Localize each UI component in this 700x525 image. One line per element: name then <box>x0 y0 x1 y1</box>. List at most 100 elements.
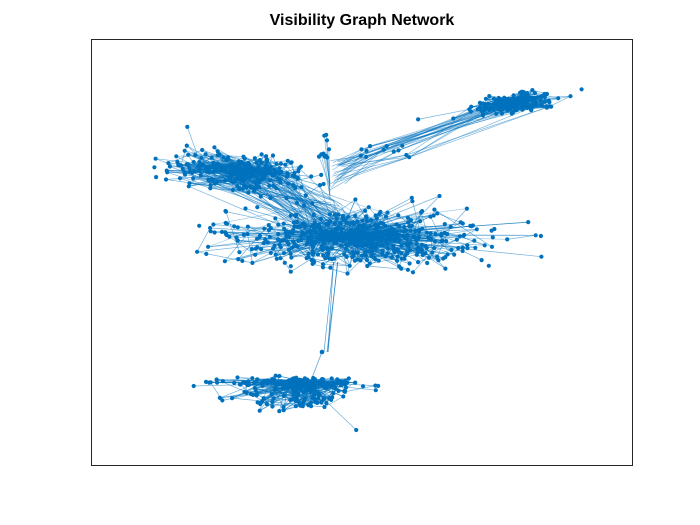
graph-node <box>424 230 429 235</box>
graph-node <box>337 378 342 384</box>
graph-node <box>352 258 357 263</box>
graph-node <box>357 223 362 228</box>
graph-node <box>244 390 249 395</box>
graph-node <box>215 380 220 385</box>
graph-node <box>282 260 287 265</box>
graph-node <box>492 226 497 232</box>
graph-node <box>186 152 191 157</box>
graph-node <box>285 158 290 163</box>
graph-node <box>208 186 213 191</box>
graph-node <box>410 270 416 275</box>
graph-node <box>369 218 374 223</box>
graph-node <box>227 234 232 239</box>
graph-node <box>533 233 538 238</box>
graph-node <box>219 229 225 234</box>
graph-node <box>363 249 368 254</box>
graph-node <box>348 231 353 236</box>
graph-edge <box>507 234 536 240</box>
graph-node <box>364 216 369 221</box>
graph-node <box>302 383 307 389</box>
graph-node <box>325 251 330 256</box>
graph-node <box>253 180 258 185</box>
graph-node <box>311 212 316 217</box>
graph-node <box>185 124 190 129</box>
graph-node <box>241 183 246 188</box>
graph-node <box>384 144 389 149</box>
graph-node <box>524 91 530 96</box>
graph-node <box>284 229 289 234</box>
graph-node <box>353 213 358 218</box>
graph-node <box>206 244 211 249</box>
graph-node <box>236 166 241 171</box>
graph-node <box>371 255 376 260</box>
graph-node <box>387 227 393 233</box>
graph-node <box>408 240 413 245</box>
graph-node <box>414 237 419 242</box>
graph-node <box>336 227 341 232</box>
graph-edge <box>312 254 326 259</box>
graph-node <box>316 396 321 401</box>
graph-node <box>405 267 410 272</box>
graph-edge <box>288 183 314 206</box>
graph-node <box>457 234 462 239</box>
graph-node <box>283 162 288 167</box>
graph-node <box>402 224 407 230</box>
graph-node <box>248 391 253 397</box>
graph-node <box>257 233 262 238</box>
graph-edge <box>416 239 458 256</box>
graph-node <box>500 97 506 102</box>
graph-node <box>321 397 326 402</box>
graph-node <box>404 152 409 158</box>
graph-edge <box>243 163 332 212</box>
graph-node <box>385 241 390 246</box>
graph-node <box>217 395 222 400</box>
graph-node <box>385 210 390 215</box>
graph-node <box>184 143 189 148</box>
graph-node <box>505 237 510 242</box>
graph-node <box>420 226 425 231</box>
graph-node <box>305 240 310 245</box>
graph-node <box>288 269 293 274</box>
graph-node <box>442 222 447 227</box>
graph-node <box>210 178 215 183</box>
graph-node <box>321 253 326 258</box>
graph-node <box>298 387 303 392</box>
graph-edge <box>252 235 341 264</box>
graph-edge <box>409 100 549 158</box>
graph-node <box>246 190 251 195</box>
graph-edge <box>155 158 193 173</box>
graph-node <box>460 245 465 250</box>
graph-node <box>396 148 401 153</box>
graph-node <box>301 231 306 236</box>
graph-edge <box>260 382 311 405</box>
graph-node <box>291 392 296 397</box>
graph-node <box>212 168 217 173</box>
graph-node <box>239 159 244 164</box>
graph-node <box>470 223 475 228</box>
graph-node <box>277 242 282 247</box>
graph-node <box>546 98 551 103</box>
graph-node <box>533 100 538 105</box>
graph-node <box>288 264 293 269</box>
graph-node <box>296 391 301 396</box>
graph-edge <box>462 250 482 261</box>
graph-node <box>343 382 348 387</box>
graph-node <box>232 224 237 229</box>
graph-node <box>288 213 293 218</box>
graph-node <box>407 155 412 160</box>
graph-node <box>364 258 370 263</box>
graph-node <box>520 106 525 111</box>
graph-node <box>223 220 228 226</box>
graph-node <box>404 228 409 233</box>
graph-node <box>526 220 531 225</box>
graph-node <box>211 222 216 227</box>
graph-node <box>294 219 299 225</box>
graph-node <box>539 103 544 108</box>
graph-node <box>310 245 316 250</box>
graph-edge <box>318 156 331 187</box>
graph-node <box>290 230 295 235</box>
graph-node <box>263 237 268 242</box>
graph-node <box>282 226 287 231</box>
graph-node <box>291 183 296 188</box>
graph-node <box>344 254 349 259</box>
